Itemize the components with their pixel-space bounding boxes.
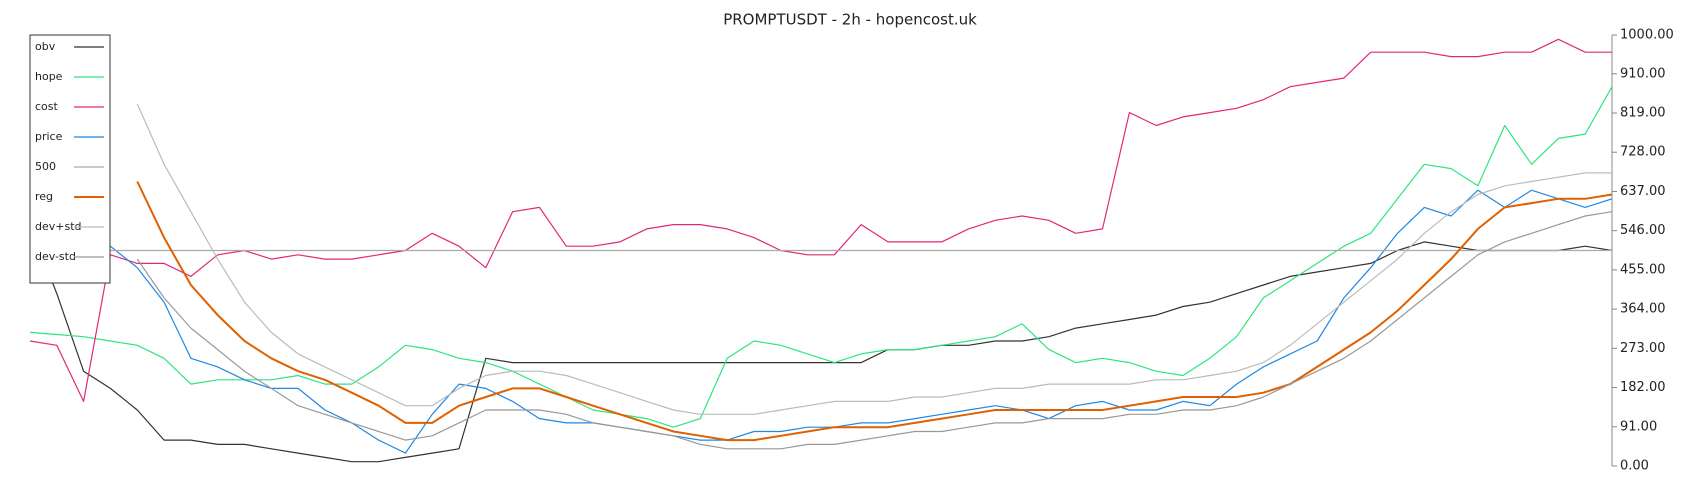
series-line (136, 103, 1612, 415)
legend: obv hope cost price 500 reg dev+std dev-std (29, 34, 111, 284)
legend-label: dev+std (35, 220, 82, 233)
legend-box (29, 34, 111, 284)
series-line (136, 181, 1613, 442)
series-line (29, 224, 1613, 463)
legend-label: obv (35, 40, 56, 53)
chart-title: PROMPTUSDT - 2h - hopencost.uk (723, 11, 977, 29)
y-tick-label: 0.00 (1620, 459, 1649, 474)
series-line (110, 189, 1613, 454)
legend-label: cost (35, 100, 59, 113)
legend-label: price (35, 130, 63, 143)
y-tick-label: 637.00 (1620, 184, 1666, 199)
y-tick-label: 1000.00 (1620, 28, 1674, 43)
series-line (136, 211, 1613, 450)
y-tick-label: 546.00 (1620, 223, 1666, 238)
y-tick-label: 182.00 (1620, 380, 1666, 395)
series-line (29, 86, 1613, 428)
y-tick-label: 455.00 (1620, 262, 1666, 277)
legend-label: reg (35, 190, 53, 203)
y-tick-label: 728.00 (1620, 145, 1666, 160)
y-tick-label: 91.00 (1620, 419, 1657, 434)
legend-label: hope (35, 70, 63, 83)
y-tick-label: 910.00 (1620, 66, 1666, 81)
y-tick-label: 273.00 (1620, 341, 1666, 356)
y-tick-label: 819.00 (1620, 106, 1666, 121)
legend-label: 500 (35, 160, 56, 173)
legend-label: dev-std (35, 250, 76, 263)
series-line (29, 38, 1612, 402)
y-tick-label: 364.00 (1620, 302, 1666, 317)
